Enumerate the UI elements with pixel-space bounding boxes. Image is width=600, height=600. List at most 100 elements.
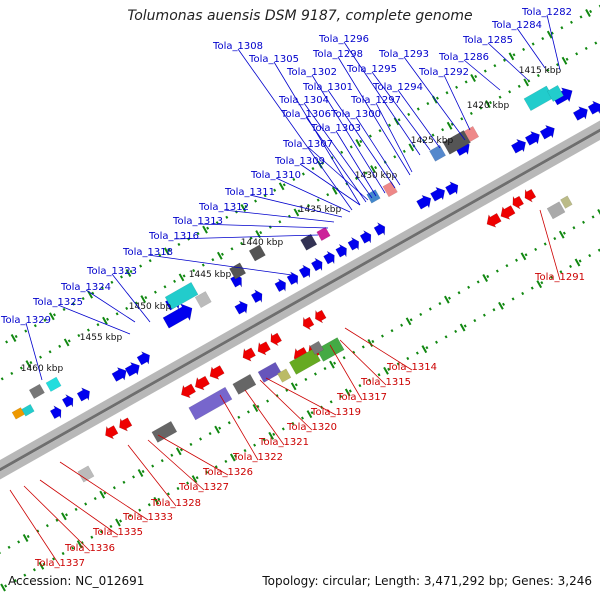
reverse-feature-box bbox=[560, 195, 573, 209]
genome-backbone bbox=[0, 128, 600, 472]
label-leader-line bbox=[311, 74, 386, 194]
gene-label: Tola_1303 bbox=[310, 123, 361, 134]
ruler-tick bbox=[470, 73, 476, 82]
map-title: Tolumonas auensis DSM 9187, complete gen… bbox=[127, 8, 473, 24]
forward-feature-box bbox=[194, 291, 212, 309]
ruler-tick bbox=[137, 468, 144, 477]
gene-label: Tola_1315 bbox=[360, 377, 411, 388]
label-leader-line bbox=[375, 102, 413, 173]
label-leader-line bbox=[371, 71, 431, 151]
forward-feature-box bbox=[164, 281, 199, 310]
forward-gene-arrow bbox=[430, 186, 446, 202]
forward-gene-arrow bbox=[136, 351, 150, 366]
forward-gene-arrow bbox=[524, 130, 540, 146]
kbp-label: 1415 kbp bbox=[519, 66, 562, 76]
ruler-tick bbox=[574, 258, 581, 267]
reverse-feature-box bbox=[151, 420, 178, 443]
label-leader-line bbox=[463, 59, 501, 91]
label-leader-line bbox=[516, 27, 546, 69]
label-leader-line bbox=[244, 389, 285, 446]
ruler-tick bbox=[370, 165, 376, 174]
forward-feature-box bbox=[28, 383, 45, 400]
forward-feature-box bbox=[229, 262, 247, 280]
topology-text: Topology: circular; Length: 3,471,292 bp… bbox=[262, 574, 592, 588]
label-leader-line bbox=[173, 234, 319, 240]
label-leader-line bbox=[223, 209, 335, 223]
label-leader-line bbox=[443, 74, 471, 131]
gene-label: Tola_1305 bbox=[248, 54, 299, 65]
ruler-tick bbox=[61, 512, 67, 521]
kbp-label: 1420 kbp bbox=[467, 101, 510, 111]
forward-feature-box bbox=[366, 189, 381, 204]
gene-label: Tola_1286 bbox=[438, 52, 489, 63]
gene-label: Tola_1284 bbox=[491, 20, 542, 31]
gene-label: Tola_1327 bbox=[178, 482, 229, 493]
ruler-tick bbox=[99, 490, 106, 499]
label-leader-line bbox=[327, 89, 396, 189]
label-leader-line bbox=[9, 489, 61, 567]
label-leader-line bbox=[147, 254, 293, 276]
forward-gene-arrow bbox=[416, 194, 432, 210]
ruler-tick bbox=[393, 117, 400, 126]
ruler-tick bbox=[421, 345, 428, 354]
reverse-feature-box bbox=[77, 465, 95, 483]
gene-label: Tola_1291 bbox=[534, 272, 585, 283]
ruler-tick bbox=[508, 52, 515, 61]
gene-label: Tola_1295 bbox=[346, 64, 397, 75]
ruler-tick bbox=[459, 323, 466, 332]
ruler-tick bbox=[520, 252, 527, 261]
reverse-gene-arrow bbox=[512, 195, 525, 210]
gene-label: Tola_1297 bbox=[350, 95, 401, 106]
label-leader-line bbox=[273, 61, 361, 206]
ruler-tick bbox=[0, 583, 6, 592]
ruler-tick bbox=[278, 182, 285, 191]
gene-label: Tola_1301 bbox=[302, 82, 353, 93]
forward-gene-arrow bbox=[347, 236, 360, 251]
reverse-gene-arrow bbox=[524, 188, 537, 203]
forward-gene-arrow bbox=[298, 264, 311, 279]
gene-label: Tola_1314 bbox=[386, 362, 437, 373]
kbp-label: 1445 kbp bbox=[189, 270, 232, 280]
ruler-tick bbox=[10, 333, 17, 342]
label-leader-line bbox=[59, 461, 149, 521]
reverse-gene-arrow bbox=[209, 365, 225, 380]
genome-backbone bbox=[0, 131, 600, 480]
forward-gene-arrow bbox=[49, 405, 62, 420]
forward-gene-arrow bbox=[310, 257, 323, 272]
ruler-tick bbox=[482, 273, 488, 282]
label-leader-line bbox=[39, 479, 119, 536]
reverse-gene-arrow bbox=[270, 332, 283, 347]
label-leader-line bbox=[23, 485, 91, 552]
gene-label: Tola_1304 bbox=[278, 95, 329, 106]
gene-label: Tola_1293 bbox=[378, 49, 429, 60]
forward-gene-arrow bbox=[539, 124, 555, 140]
gene-label: Tola_1309 bbox=[274, 156, 325, 167]
label-leader-line bbox=[305, 116, 367, 203]
label-leader-line bbox=[335, 130, 377, 197]
gene-label: Tola_1285 bbox=[462, 35, 513, 46]
forward-gene-arrow bbox=[286, 271, 299, 286]
genome-backbone bbox=[0, 120, 600, 469]
reverse-gene-arrow bbox=[194, 375, 210, 391]
gene-label: Tola_1336 bbox=[64, 543, 115, 554]
ruler-tick bbox=[290, 382, 297, 391]
forward-gene-arrow bbox=[373, 221, 386, 237]
label-leader-line bbox=[487, 42, 529, 81]
reverse-gene-arrow bbox=[242, 347, 256, 362]
ruler-tick bbox=[405, 317, 412, 326]
gene-label: Tola_1296 bbox=[318, 34, 369, 45]
ruler-tick bbox=[446, 121, 453, 130]
reverse-feature-box bbox=[257, 361, 282, 383]
gene-label: Tola_1318 bbox=[122, 247, 173, 258]
ruler-tick bbox=[202, 225, 208, 234]
forward-feature-box bbox=[300, 233, 318, 251]
gene-label: Tola_1294 bbox=[372, 82, 423, 93]
label-leader-line bbox=[197, 223, 329, 229]
label-leader-line bbox=[299, 163, 361, 206]
ruler-tick bbox=[558, 230, 565, 239]
forward-feature-box bbox=[21, 403, 35, 417]
gene-label: Tola_1300 bbox=[330, 109, 381, 120]
reverse-gene-arrow bbox=[315, 309, 327, 324]
gene-label: Tola_1312 bbox=[198, 202, 249, 213]
